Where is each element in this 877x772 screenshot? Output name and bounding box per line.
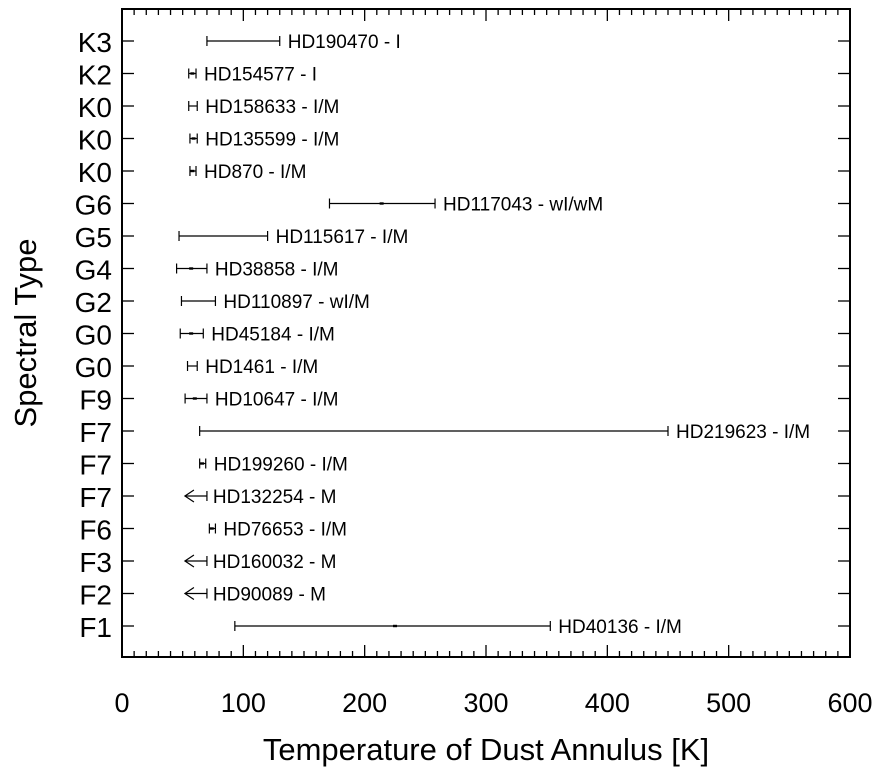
x-tick-label: 400: [585, 688, 630, 718]
star-label: HD870 - I/M: [204, 162, 306, 183]
star-row: HD870 - I/M: [189, 162, 306, 183]
spectral-type-label: G0: [75, 320, 112, 351]
star-row: HD45184 - I/M: [179, 325, 335, 346]
star-label: HD190470 - I: [288, 32, 401, 53]
star-row: HD199260 - I/M: [199, 455, 348, 476]
star-label: HD76653 - I/M: [223, 520, 347, 541]
star-row: HD110897 - wI/M: [180, 292, 370, 313]
star-label: HD1461 - I/M: [205, 357, 318, 378]
x-axis-label: Temperature of Dust Annulus [K]: [263, 732, 709, 767]
star-row: HD117043 - wI/wM: [328, 195, 603, 216]
spectral-type-label: F1: [79, 612, 112, 643]
star-label: HD115617 - I/M: [276, 227, 409, 248]
star-row: HD132254 - M: [183, 487, 337, 508]
spectral-type-label: F9: [79, 385, 112, 416]
star-row: HD40136 - I/M: [234, 617, 682, 638]
spectral-type-label: G6: [75, 190, 112, 221]
spectral-type-label: F6: [79, 515, 112, 546]
star-row: HD190470 - I: [206, 32, 401, 53]
star-row: HD115617 - I/M: [178, 227, 409, 248]
y-axis-label: Spectral Type: [8, 239, 43, 428]
spectral-type-label: F7: [79, 417, 112, 448]
star-row: HD76653 - I/M: [208, 520, 347, 541]
upper-limit-arrow: [183, 489, 195, 503]
spectral-type-label: K3: [78, 27, 112, 58]
star-label: HD117043 - wI/wM: [443, 195, 603, 216]
spectral-type-label: K0: [78, 92, 112, 123]
star-label: HD135599 - I/M: [205, 130, 339, 151]
spectral-type-label: F7: [79, 482, 112, 513]
x-tick-label: 300: [463, 688, 508, 718]
star-row: HD158633 - I/M: [188, 97, 339, 118]
star-label: HD10647 - I/M: [215, 390, 339, 411]
star-row: HD10647 - I/M: [184, 390, 339, 411]
star-label: HD40136 - I/M: [558, 617, 682, 638]
star-label: HD90089 - M: [213, 585, 326, 606]
spectral-type-label: G5: [75, 222, 112, 253]
star-row: HD160032 - M: [183, 552, 337, 573]
star-label: HD110897 - wI/M: [223, 292, 369, 313]
upper-limit-arrow: [183, 554, 195, 568]
star-label: HD38858 - I/M: [215, 260, 339, 281]
chart-marks: HD190470 - I HD154577 - I HD158633 - I/M HD…: [176, 32, 810, 638]
star-row: HD154577 - I: [188, 65, 317, 86]
spectral-type-label: G0: [75, 352, 112, 383]
x-tick-label: 100: [221, 688, 266, 718]
star-row: HD135599 - I/M: [189, 130, 339, 151]
star-label: HD154577 - I: [204, 65, 317, 86]
star-label: HD199260 - I/M: [214, 455, 348, 476]
spectral-type-label: F7: [79, 450, 112, 481]
x-tick-label: 600: [827, 688, 872, 718]
spectral-type-label: K0: [78, 157, 112, 188]
star-row: HD219623 - I/M: [199, 422, 810, 443]
star-label: HD219623 - I/M: [676, 422, 810, 443]
spectral-type-label: K0: [78, 125, 112, 156]
star-row: HD38858 - I/M: [176, 260, 339, 281]
x-axis-ticks: 0 100 200 300 400 500 600: [114, 9, 873, 718]
x-tick-label: 500: [706, 688, 751, 718]
spectral-type-label: K2: [78, 60, 112, 91]
star-row: HD1461 - I/M: [186, 357, 318, 378]
spectral-type-label: F3: [79, 547, 112, 578]
x-tick-label: 0: [114, 688, 129, 718]
upper-limit-arrow: [183, 587, 195, 600]
star-label: HD160032 - M: [213, 552, 337, 573]
star-label: HD45184 - I/M: [211, 325, 335, 346]
star-row: HD90089 - M: [183, 585, 326, 606]
x-tick-label: 200: [342, 688, 387, 718]
spectral-type-label: G4: [75, 255, 112, 286]
spectral-type-label: G2: [75, 287, 112, 318]
star-label: HD132254 - M: [213, 487, 337, 508]
spectral-type-label: F2: [79, 580, 112, 611]
star-label: HD158633 - I/M: [205, 97, 339, 118]
